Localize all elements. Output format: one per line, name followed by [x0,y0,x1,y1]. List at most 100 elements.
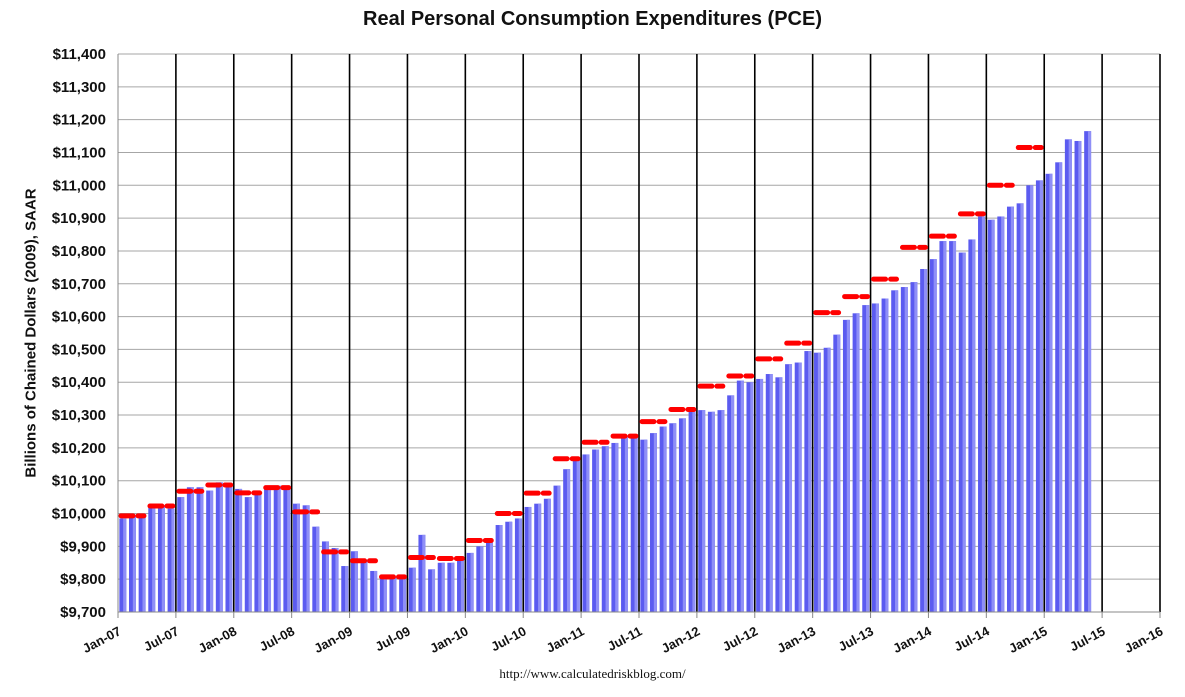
bar-highlight [566,469,571,612]
bar-highlight [952,241,957,612]
bar-highlight [277,485,281,612]
bar-highlight [354,551,358,612]
bar-highlight [325,541,329,612]
bar-highlight [547,498,551,612]
x-tick-label: Jul-11 [605,623,645,654]
bar [524,506,532,612]
x-tick-label: Jan-11 [544,623,587,655]
x-tick-label: Jan-14 [890,623,934,656]
x-tick-label: Jul-14 [952,623,993,654]
bar [399,579,407,612]
y-tick-label: $10,600 [52,309,106,326]
bar-highlight [837,334,841,612]
bar [177,497,185,612]
source-url: http://www.calculatedriskblog.com/ [499,666,686,681]
bar-highlight [615,442,619,612]
bar [215,482,223,612]
bar [707,411,715,612]
bar [949,241,957,612]
bar-highlight [451,562,455,612]
bar-highlight [1010,206,1014,613]
x-tick-label: Jul-09 [373,623,413,654]
bar-highlight [557,485,561,612]
bar-highlight [412,567,416,612]
bar [418,534,426,612]
bar [485,541,493,612]
bar-highlight [258,492,262,612]
bar-highlight [682,418,686,612]
bar-highlight [692,411,696,612]
bar-highlight [769,374,773,612]
bar-highlight [1049,173,1053,612]
bar [283,488,291,612]
bar [293,503,300,612]
bar-highlight [904,287,908,612]
bar [592,449,600,612]
bar [370,570,378,612]
bar [659,426,667,612]
bar [1045,173,1053,612]
bar-highlight [779,377,783,612]
x-tick-label: Jan-15 [1006,623,1049,656]
bar [476,546,484,612]
bar [196,487,204,612]
bar-highlight [161,505,165,612]
bar-highlight [528,506,532,612]
bar-highlight [653,433,657,612]
bar [148,506,156,612]
x-tick-label: Jul-07 [141,623,181,654]
bar-highlight [943,241,947,612]
bar-highlight [210,490,214,612]
bar [428,569,436,612]
y-tick-label: $10,900 [52,210,106,227]
bar-highlight [885,298,889,612]
bar-highlight [750,382,754,612]
bar-highlight [296,503,300,612]
bar-highlight [740,380,744,612]
bar [939,241,947,612]
bar-highlight [219,482,223,612]
bar-highlight [229,483,233,612]
bar [389,577,397,612]
bar [871,303,879,612]
bar-highlight [480,546,484,612]
bar [466,552,474,612]
y-tick-label: $10,500 [52,341,106,358]
bar-highlight [1039,180,1043,612]
bar-highlight [856,313,860,612]
bar [350,551,358,612]
bar [572,457,580,612]
bar-highlight [393,577,397,612]
bar-highlight [798,362,802,612]
bar-highlight [345,566,349,612]
bar-highlight [1068,139,1072,612]
bar [765,374,773,612]
bar [958,252,966,613]
bar-highlight [759,378,764,612]
bar [138,513,146,612]
bar-highlight [287,488,291,612]
bar-highlight [605,446,609,612]
bar-highlight [895,290,899,612]
bar [582,454,590,612]
bar-highlight [634,438,638,612]
x-tick-label: Jan-08 [196,623,239,656]
bar-highlight [152,506,156,612]
y-tick-label: $10,300 [52,407,106,424]
bar [1035,180,1043,612]
bar-highlight [441,562,445,612]
bar-series [119,131,1092,613]
y-tick-label: $11,300 [53,79,106,96]
y-tick-label: $11,200 [53,112,106,129]
bar [794,362,802,612]
bar-highlight [991,219,995,612]
quarterly-average-series [118,145,1044,580]
bar-highlight [200,487,204,612]
bar-highlight [422,534,426,612]
bar [437,562,445,612]
bar [321,541,329,612]
bar-highlight [827,347,831,612]
bar-highlight [1030,185,1034,612]
x-tick-label: Jan-13 [775,623,818,656]
bar-highlight [576,457,580,612]
